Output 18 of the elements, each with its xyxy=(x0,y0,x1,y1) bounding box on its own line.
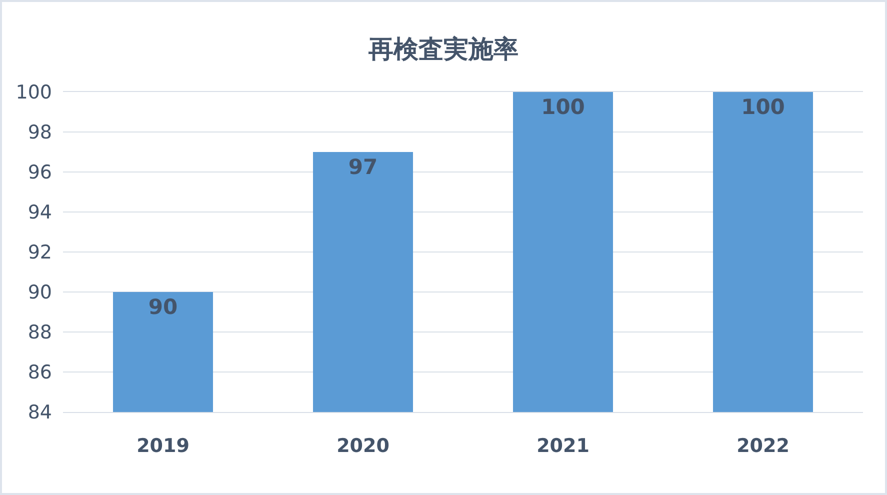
y-tick-label: 88 xyxy=(28,322,52,344)
y-tick-label: 90 xyxy=(28,282,52,304)
y-tick-label: 100 xyxy=(16,82,52,104)
data-label: 100 xyxy=(741,95,785,119)
chart-title: 再検査実施率 xyxy=(368,34,518,64)
y-tick-label: 94 xyxy=(28,202,52,224)
data-label: 90 xyxy=(148,295,178,319)
x-tick-label: 2022 xyxy=(736,434,790,457)
y-tick-label: 86 xyxy=(28,362,52,384)
y-tick-label: 92 xyxy=(28,242,52,264)
y-tick-label: 96 xyxy=(28,162,52,184)
y-tick-label: 84 xyxy=(28,402,52,424)
x-tick-label: 2020 xyxy=(336,434,390,457)
data-label: 97 xyxy=(348,155,378,179)
x-tick-label: 2021 xyxy=(536,434,590,457)
y-tick-label: 98 xyxy=(28,122,52,144)
x-tick-label: 2019 xyxy=(136,434,190,457)
data-label: 100 xyxy=(541,95,585,119)
